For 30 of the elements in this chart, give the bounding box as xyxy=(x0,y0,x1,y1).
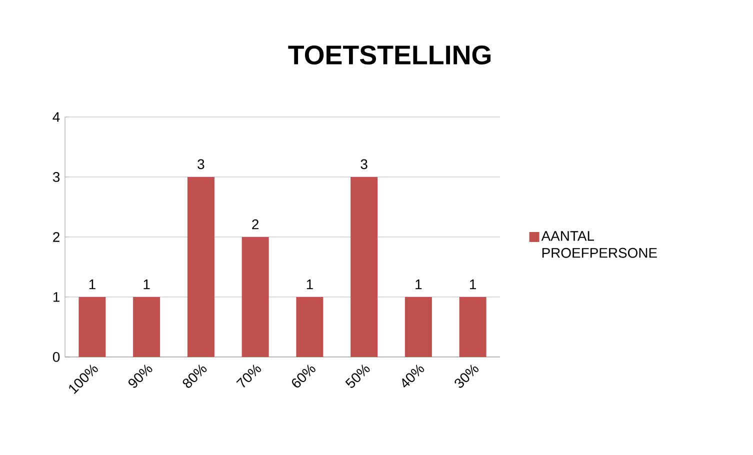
x-tick-label: 40% xyxy=(402,364,424,388)
y-tick-label: 3 xyxy=(52,172,60,182)
data-label: 1 xyxy=(306,280,313,290)
chart-title: TOETSTELLING xyxy=(288,45,490,65)
data-label: 2 xyxy=(252,219,258,230)
bar xyxy=(187,176,214,357)
data-label: 1 xyxy=(89,280,96,290)
x-tick-label: 70% xyxy=(236,364,261,388)
x-tick-label: 60% xyxy=(292,364,316,388)
data-label: 1 xyxy=(416,280,422,290)
x-tick-label: 30% xyxy=(454,364,478,388)
bar xyxy=(242,236,269,357)
y-tick-label: 4 xyxy=(52,112,60,122)
y-tick-label: 0 xyxy=(52,352,60,362)
x-tick-label: 90% xyxy=(128,364,152,388)
data-label: 3 xyxy=(198,159,204,170)
bar xyxy=(404,296,432,357)
bar xyxy=(296,296,324,357)
x-tick-label: 50% xyxy=(345,364,370,388)
legend-label: AANTAL PROEFPERSONE xyxy=(541,231,657,258)
bar xyxy=(78,296,106,357)
x-tick-label: 80% xyxy=(182,364,207,388)
data-label: 1 xyxy=(144,280,150,290)
bar xyxy=(350,176,378,357)
data-label: 3 xyxy=(360,159,368,170)
bar xyxy=(133,296,160,357)
y-tick-label: 1 xyxy=(53,292,60,302)
y-tick-label: 2 xyxy=(53,232,60,242)
bar xyxy=(459,296,486,357)
data-label: 1 xyxy=(470,280,476,290)
